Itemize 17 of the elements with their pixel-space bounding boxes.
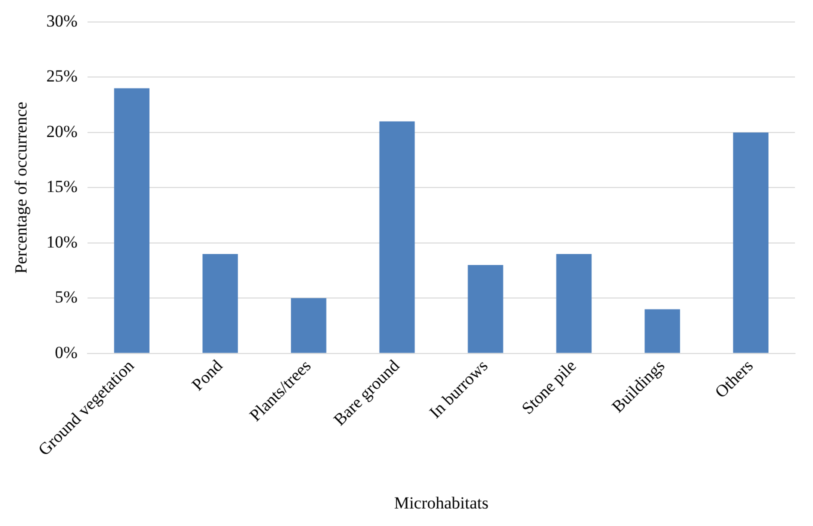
y-tick-label: 5% [54,288,78,307]
y-tick-label: 20% [46,122,78,141]
y-axis-title: Percentage of occurrence [12,102,31,274]
y-tick-label: 25% [46,66,78,86]
y-tick-label: 0% [54,342,78,362]
bar [733,132,768,353]
bar [644,309,680,353]
bar [202,254,238,353]
bar [290,298,326,353]
bar [556,254,592,353]
x-axis-title: Microhabitats [394,493,488,512]
y-tick-label: 15% [46,177,78,196]
bar [379,121,415,353]
y-tick-label: 30% [46,11,78,30]
bar [114,88,150,353]
y-tick-label: 10% [46,232,78,252]
bar [468,265,504,353]
